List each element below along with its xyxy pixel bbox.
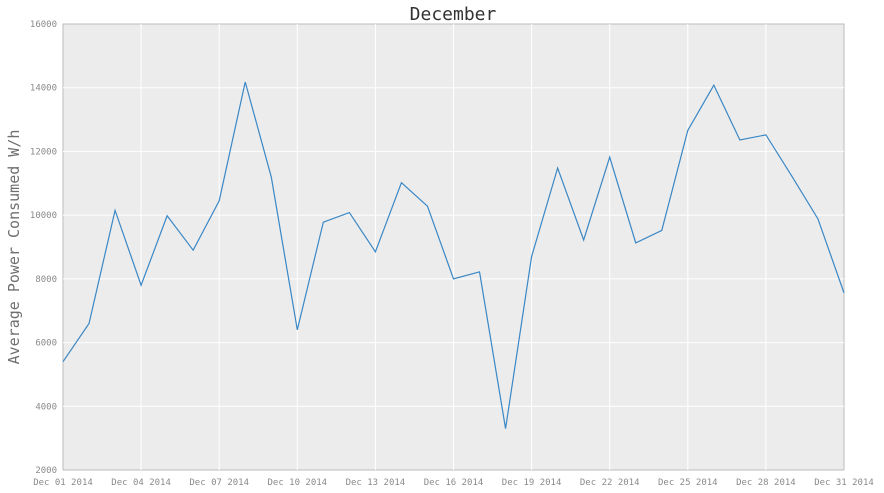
y-tick-label: 6000 <box>35 339 57 349</box>
x-tick-label: Dec 31 2014 <box>814 478 874 488</box>
x-tick-label: Dec 28 2014 <box>736 478 796 488</box>
y-tick-label: 16000 <box>30 20 57 30</box>
x-axis-ticks: Dec 01 2014 Dec 04 2014 Dec 07 2014 Dec 10 … <box>33 478 874 488</box>
y-axis-ticks: 2000 4000 6000 8000 10000 12000 14000 16000 <box>30 20 57 476</box>
y-axis-label: Average Power Consumed W/h <box>5 130 23 365</box>
chart-title: December <box>410 4 497 25</box>
y-tick-label: 2000 <box>35 466 57 476</box>
x-tick-label: Dec 07 2014 <box>189 478 249 488</box>
x-tick-label: Dec 19 2014 <box>502 478 562 488</box>
x-tick-label: Dec 16 2014 <box>424 478 484 488</box>
x-tick-label: Dec 01 2014 <box>33 478 93 488</box>
x-tick-label: Dec 10 2014 <box>267 478 327 488</box>
y-tick-label: 10000 <box>30 211 57 221</box>
series-line <box>62 81 845 429</box>
x-tick-label: Dec 04 2014 <box>111 478 171 488</box>
grid-lines <box>63 24 844 470</box>
x-tick-label: Dec 25 2014 <box>658 478 718 488</box>
y-tick-label: 4000 <box>35 402 57 412</box>
x-tick-label: Dec 13 2014 <box>346 478 406 488</box>
y-tick-label: 14000 <box>30 84 57 94</box>
y-tick-label: 12000 <box>30 147 57 157</box>
y-tick-label: 8000 <box>35 275 57 285</box>
x-tick-label: Dec 22 2014 <box>580 478 640 488</box>
